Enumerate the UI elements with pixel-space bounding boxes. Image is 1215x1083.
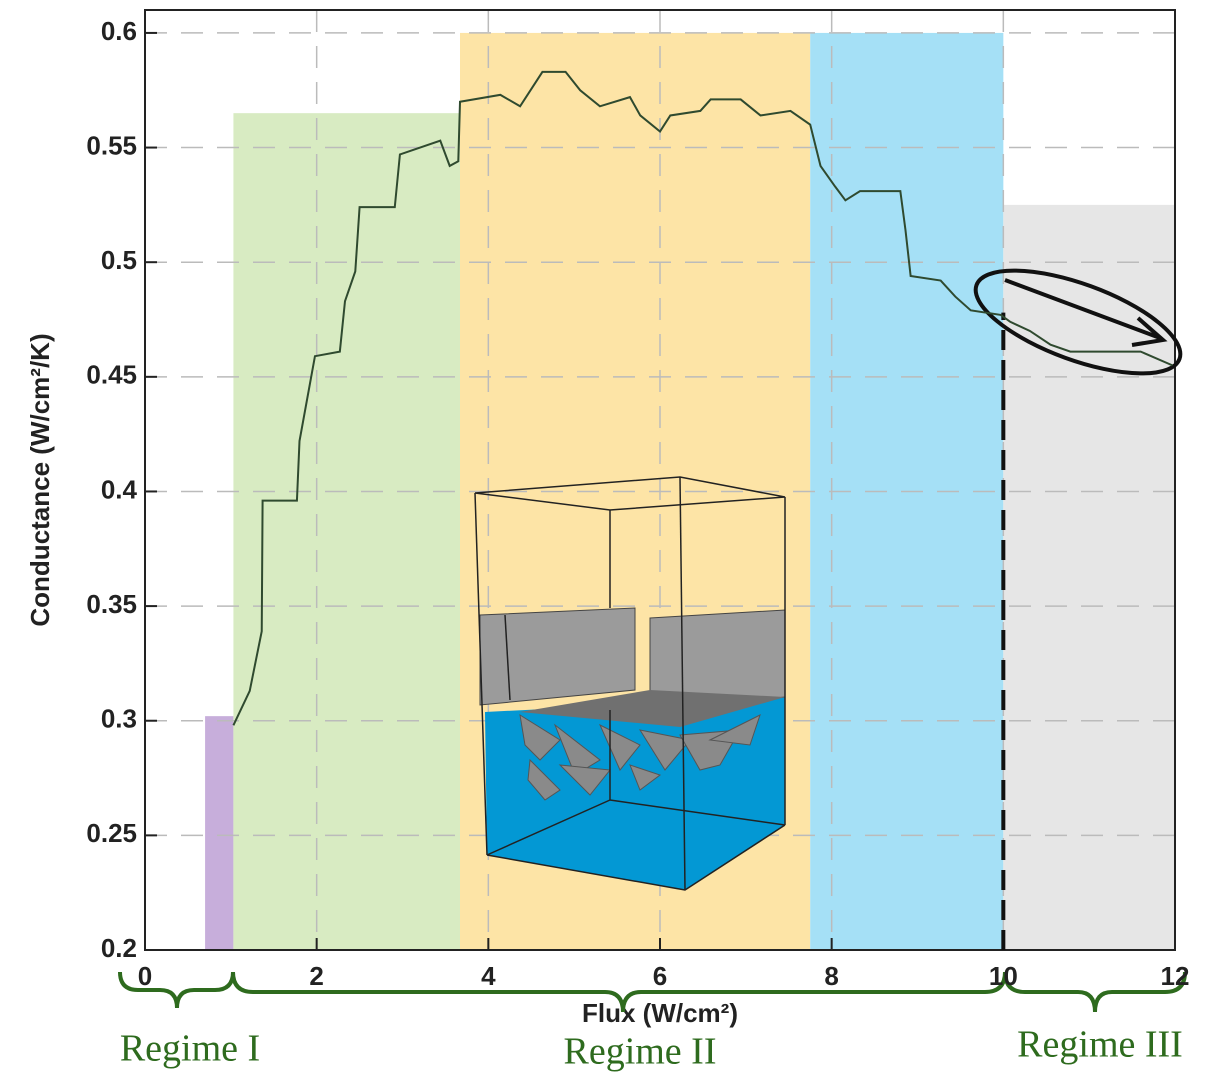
regime-label: Regime III — [1017, 1024, 1183, 1066]
x-tick-label: 8 — [824, 961, 838, 991]
x-tick-label: 4 — [481, 961, 496, 991]
y-tick-label: 0.3 — [101, 704, 137, 734]
x-tick-label: 10 — [989, 961, 1018, 991]
data-line — [232, 70, 1173, 726]
regime-region — [205, 716, 234, 950]
y-tick-label: 0.6 — [101, 16, 137, 46]
regime-region — [233, 113, 461, 951]
y-tick-label: 0.4 — [101, 474, 138, 504]
inset-diagram — [474, 476, 786, 891]
y-tick-label: 0.25 — [86, 818, 137, 848]
y-tick-label: 0.35 — [86, 589, 137, 619]
y-tick-label: 0.5 — [101, 245, 137, 275]
trend-annotation — [973, 268, 1183, 376]
x-tick-label: 12 — [1161, 961, 1190, 991]
regime-braces — [118, 971, 1187, 1013]
regime-label: Regime II — [563, 1031, 716, 1073]
regime-region — [1003, 204, 1175, 950]
regime-label: Regime I — [120, 1028, 260, 1070]
x-tick-label: 2 — [309, 961, 323, 991]
x-tick-label: 0 — [138, 961, 152, 991]
y-axis-label: Conductance (W/cm²/K) — [25, 333, 55, 626]
x-axis-label: Flux (W/cm²) — [582, 998, 738, 1028]
x-tick-label: 6 — [653, 961, 667, 991]
y-tick-label: 0.2 — [101, 933, 137, 963]
background-layer — [144, 10, 1176, 951]
y-tick-label: 0.55 — [86, 130, 137, 160]
y-tick-label: 0.45 — [86, 360, 137, 390]
